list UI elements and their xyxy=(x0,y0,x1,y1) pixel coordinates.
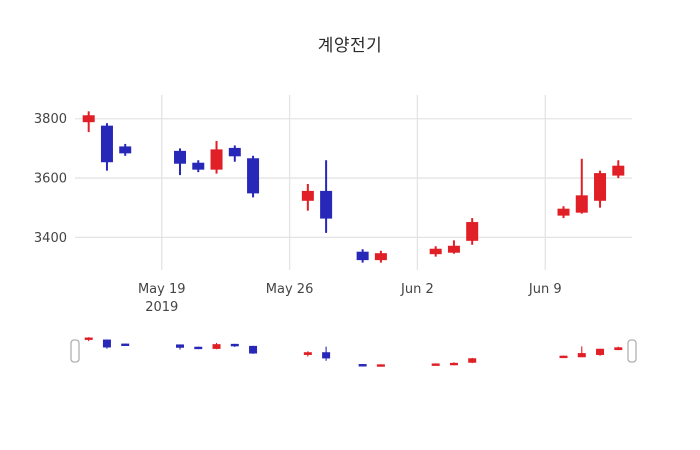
rangeslider[interactable] xyxy=(70,329,637,373)
candle xyxy=(612,160,625,179)
candles-main xyxy=(82,111,625,263)
candle xyxy=(301,183,314,211)
candle xyxy=(468,357,477,364)
candle xyxy=(119,143,132,156)
chart-title: 계양전기 xyxy=(317,36,383,56)
candle xyxy=(466,218,479,245)
x-tick-label: May 19 xyxy=(138,282,186,297)
candle xyxy=(121,343,130,346)
candle xyxy=(249,345,258,354)
candle xyxy=(614,346,623,351)
candle xyxy=(210,140,223,174)
candle xyxy=(192,160,205,173)
candle xyxy=(557,206,570,219)
candle xyxy=(228,145,241,162)
candle xyxy=(596,348,605,356)
candle xyxy=(194,346,203,350)
x-tick-label: May 26 xyxy=(266,282,314,297)
candle xyxy=(358,363,367,367)
candle xyxy=(84,337,93,342)
axis-labels: 3400 3600 3800 May 19 2019 May 26 Jun 2 Jun 9 xyxy=(34,112,562,315)
x-tick-sublabel: 2019 xyxy=(145,300,178,315)
y-tick-label: 3800 xyxy=(34,112,67,127)
rangeslider-handle-right[interactable] xyxy=(627,339,637,363)
candle xyxy=(429,246,442,257)
candle xyxy=(322,346,331,361)
candle xyxy=(575,158,588,214)
candle xyxy=(212,342,221,350)
candle xyxy=(320,160,333,233)
x-tick-label: Jun 2 xyxy=(400,282,434,297)
candle xyxy=(447,240,460,254)
candle xyxy=(100,123,113,171)
plot-area[interactable] xyxy=(75,95,632,270)
rangeslider-handle-left[interactable] xyxy=(70,339,80,363)
y-tick-label: 3600 xyxy=(34,172,67,187)
candle xyxy=(230,343,239,347)
candle xyxy=(449,362,458,366)
candle xyxy=(577,346,586,358)
candle xyxy=(376,364,385,367)
y-tick-label: 3400 xyxy=(34,231,67,246)
x-tick-label: Jun 9 xyxy=(528,282,562,297)
candle xyxy=(374,250,387,263)
candle xyxy=(176,344,185,350)
candle xyxy=(356,249,369,263)
candle xyxy=(303,351,312,357)
candle xyxy=(247,155,260,198)
gridlines xyxy=(75,95,632,270)
candle xyxy=(174,148,187,176)
rangeslider-track[interactable] xyxy=(75,329,632,373)
candle xyxy=(431,363,440,366)
candle xyxy=(559,355,568,359)
candle xyxy=(82,111,95,133)
candle xyxy=(594,170,607,208)
candle xyxy=(102,339,111,349)
